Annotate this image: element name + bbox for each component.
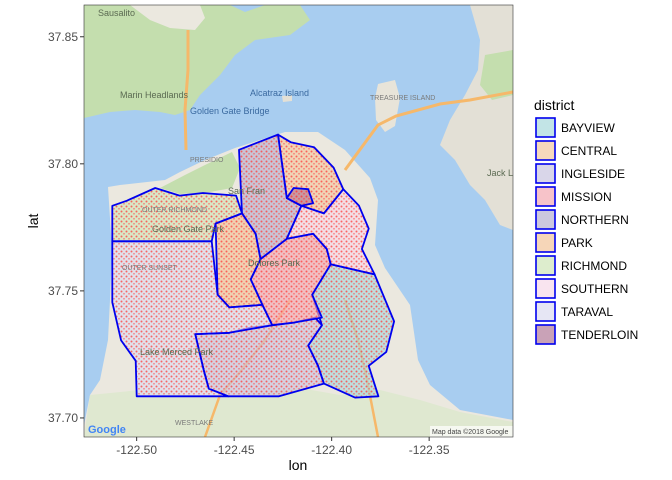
- district-ingleside-incidents: [195, 317, 324, 397]
- marin-land: [84, 5, 310, 118]
- map-label-dolores-park: Dolores Park: [248, 258, 301, 268]
- y-tick-label: 37.70: [48, 411, 78, 425]
- map-label-lake-merced: Lake Merced Park: [140, 347, 214, 357]
- marin-urban: [130, 5, 205, 30]
- x-tick-label: -122.50: [116, 443, 157, 457]
- legend-swatch-southern: [535, 278, 556, 299]
- legend-label-bayview: BAYVIEW: [561, 121, 615, 135]
- x-axis-title: lon: [289, 457, 308, 473]
- legend-swatch-central: [535, 140, 556, 161]
- legend-label-park: PARK: [561, 236, 593, 250]
- map-label-outer-richmond: OUTER RICHMOND: [142, 207, 207, 214]
- district-richmond-incidents: [112, 188, 242, 242]
- google-logo: Google: [88, 424, 126, 436]
- x-tick-label: -122.45: [214, 443, 255, 457]
- district-taraval-boundary: [111, 240, 274, 398]
- map-label-westlake: WESTLAKE: [175, 420, 213, 427]
- legend-swatch-richmond: [535, 255, 556, 276]
- district-mission-incidents: [250, 233, 331, 326]
- alcatraz: [282, 95, 292, 102]
- panel-border: [83, 4, 514, 438]
- district-park-incidents: [215, 213, 263, 308]
- district-northern-incidents: [239, 134, 302, 260]
- map-label-golden-gate-bridge: Golden Gate Bridge: [190, 106, 270, 116]
- axes: -122.50 -122.45 -122.40 -122.35 37.70 37.75 37…: [48, 4, 514, 457]
- map-label-outer-sunset: OUTER SUNSET: [122, 265, 178, 272]
- legend-title: district: [534, 97, 575, 113]
- credit-background: [430, 426, 513, 437]
- district-taraval-incidents: [112, 241, 273, 397]
- legend-label-mission: MISSION: [561, 190, 612, 204]
- legend-label-central: CENTRAL: [561, 144, 617, 158]
- y-tick-label: 37.75: [48, 284, 78, 298]
- map-label-san-fran: San Fran: [228, 186, 265, 196]
- y-tick-label: 37.80: [48, 157, 78, 171]
- district-layer: [111, 133, 396, 399]
- map-label-presidio: PRESIDIO: [190, 157, 224, 164]
- map-label-alcatraz: Alcatraz Island: [250, 88, 309, 98]
- district-southern-incidents: [286, 189, 375, 275]
- bay-bridge: [343, 90, 513, 171]
- district-tenderloin-boundary: [285, 187, 315, 207]
- legend-label-southern: SOUTHERN: [561, 282, 628, 296]
- golden-gate-bridge: [183, 30, 190, 151]
- y-axis-title: lat: [25, 214, 41, 229]
- presidio-park: [160, 152, 240, 194]
- legend-label-tenderloin: TENDERLOIN: [561, 328, 638, 342]
- y-tick-label: 37.85: [48, 30, 78, 44]
- map-label-sausalito: Sausalito: [98, 8, 135, 18]
- x-tick-label: -122.40: [311, 443, 352, 457]
- legend-swatch-northern: [535, 209, 556, 230]
- legend-swatch-tenderloin: [535, 324, 556, 345]
- map-label-marin-headlands: Marin Headlands: [120, 90, 189, 100]
- legend-swatch-ingleside: [535, 163, 556, 184]
- legend-label-ingleside: INGLESIDE: [561, 167, 625, 181]
- district-southern-boundary: [285, 188, 376, 276]
- legend: BAYVIEW CENTRAL INGLESIDE MISSION NORTHERN PA…: [535, 117, 638, 345]
- treasure-island: [375, 80, 400, 132]
- map-label-treasure-island: TREASURE ISLAND: [370, 95, 435, 102]
- east-bay-park: [480, 50, 513, 100]
- legend-swatch-bayview: [535, 117, 556, 138]
- legend-label-richmond: RICHMOND: [561, 259, 627, 273]
- map-credit: Map data ©2018 Google: [432, 428, 508, 436]
- south-hills: [84, 388, 513, 437]
- legend-swatch-mission: [535, 186, 556, 207]
- legend-label-northern: NORTHERN: [561, 213, 629, 227]
- x-tick-label: -122.35: [409, 443, 450, 457]
- map-label-jack-london: Jack L: [487, 168, 513, 178]
- map-label-golden-gate-park: Golden Gate Park: [152, 224, 225, 234]
- legend-swatch-park: [535, 232, 556, 253]
- map-panel: Sausalito Marin Headlands Alcatraz Islan…: [84, 5, 513, 437]
- district-bayview-incidents: [308, 264, 395, 398]
- legend-label-taraval: TARAVAL: [561, 305, 613, 319]
- legend-swatch-taraval: [535, 301, 556, 322]
